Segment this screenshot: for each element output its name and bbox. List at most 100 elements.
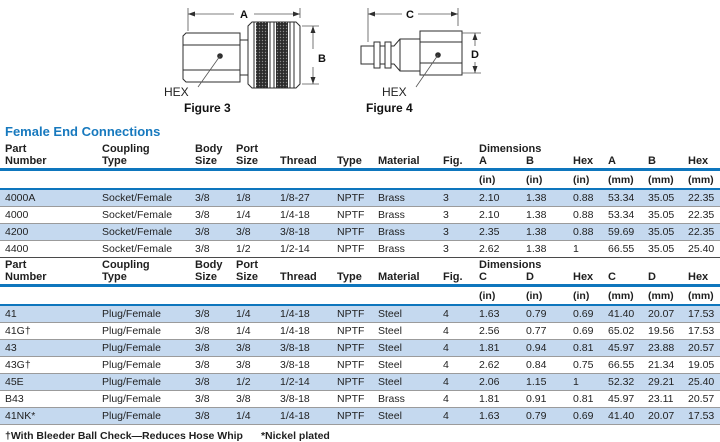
table-cell: 0.88	[568, 223, 603, 241]
table-cell: 20.57	[683, 339, 720, 357]
table-cell: 35.05	[643, 240, 683, 258]
column-header-4: Thread	[275, 271, 332, 287]
table-cell: Brass	[373, 189, 438, 207]
unit-label-5	[332, 285, 373, 306]
table-cell: 1.15	[521, 373, 568, 391]
unit-label-10: (in)	[568, 285, 603, 306]
table-cell: 3/8	[231, 339, 275, 357]
table-cell: 35.05	[643, 206, 683, 224]
table-cell: 1/2-14	[275, 373, 332, 391]
dim-A-label: A	[240, 9, 248, 21]
column-header-7: Fig.	[438, 155, 474, 171]
table-cell: 23.88	[643, 339, 683, 357]
table-cell: 22.35	[683, 206, 720, 224]
unit-label-6	[373, 169, 438, 190]
table-cell: 3	[438, 240, 474, 258]
column-header-8: A	[474, 155, 521, 171]
table-cell: 3/8-18	[275, 390, 332, 408]
column-header-1: Type	[97, 271, 190, 287]
column-header-top-3: Port	[236, 143, 258, 155]
unit-label-0	[0, 285, 97, 306]
table-cell: Socket/Female	[97, 206, 190, 224]
table-cell: 20.07	[643, 407, 683, 425]
table-cell: 4000	[0, 206, 97, 224]
table-cell: 1	[568, 240, 603, 258]
column-header-top-2: Body	[195, 143, 223, 155]
table-cell: 0.81	[568, 339, 603, 357]
unit-label-13: (mm)	[683, 285, 720, 306]
table-cell: Socket/Female	[97, 223, 190, 241]
unit-label-7	[438, 285, 474, 306]
table-cell: 20.07	[643, 305, 683, 323]
unit-label-11: (mm)	[603, 285, 643, 306]
table-cell: 22.35	[683, 189, 720, 207]
table-cell: 0.88	[568, 189, 603, 207]
table-cell: 52.32	[603, 373, 643, 391]
table-cell: 59.69	[603, 223, 643, 241]
table-cell: NPTF	[332, 206, 373, 224]
table-row: 41G† Plug/Female 3/8 1/4 1/4-18 NPTF Steel 4 2.5…	[0, 322, 720, 340]
unit-label-8: (in)	[474, 285, 521, 306]
figure3-socket-diagram: A B HEX Figure 3	[164, 8, 326, 115]
table-cell: 0.77	[521, 322, 568, 340]
table-cell: 43	[0, 339, 97, 357]
table-cell: 29.21	[643, 373, 683, 391]
unit-label-7	[438, 169, 474, 190]
column-header-top-7	[438, 258, 474, 271]
table-cell: Steel	[373, 339, 438, 357]
table-row: B43 Plug/Female 3/8 3/8 3/8-18 NPTF Brass 4 1.81…	[0, 390, 720, 408]
table-cell: 0.91	[521, 390, 568, 408]
table-cell: NPTF	[332, 407, 373, 425]
table-cell: 0.84	[521, 356, 568, 374]
dim-C-label: C	[406, 9, 414, 21]
table-cell: 4	[438, 356, 474, 374]
table-cell: 41.40	[603, 305, 643, 323]
table-cell: 4000A	[0, 189, 97, 207]
table-cell: 41.40	[603, 407, 643, 425]
table-cell: NPTF	[332, 390, 373, 408]
table-cell: 19.05	[683, 356, 720, 374]
table-row: 45E Plug/Female 3/8 1/2 1/2-14 NPTF Steel 4 2.06…	[0, 373, 720, 391]
column-header-1: Type	[97, 155, 190, 171]
unit-label-1	[97, 285, 190, 306]
table-cell: 0.79	[521, 305, 568, 323]
table-cell: 1/2-14	[275, 240, 332, 258]
column-header-top-1: Coupling	[102, 259, 150, 271]
column-header-0: Number	[0, 155, 97, 171]
table-cell: 1/4-18	[275, 322, 332, 340]
table-cell: 3/8	[231, 390, 275, 408]
unit-label-4	[275, 169, 332, 190]
footnote-asterisk: *Nickel plated	[260, 430, 330, 442]
dimensions-group-header: Dimensions	[479, 259, 542, 271]
table-cell: B43	[0, 390, 97, 408]
column-header-2: Size	[190, 271, 231, 287]
table-cell: 43G†	[0, 356, 97, 374]
table-cell: 53.34	[603, 206, 643, 224]
table-cell: 1/4-18	[275, 407, 332, 425]
column-header-9: D	[521, 271, 568, 287]
unit-label-3	[231, 169, 275, 190]
column-header-top-4	[275, 142, 332, 155]
unit-label-13: (mm)	[683, 169, 720, 190]
unit-label-12: (mm)	[643, 285, 683, 306]
table-cell: 3	[438, 206, 474, 224]
table-cell: 0.75	[568, 356, 603, 374]
table-cell: 25.40	[683, 373, 720, 391]
column-header-top-7	[438, 142, 474, 155]
column-header-5: Type	[332, 155, 373, 171]
table-cell: 53.34	[603, 189, 643, 207]
hex-callout-fig3: HEX	[164, 53, 223, 99]
column-header-3: Size	[231, 271, 275, 287]
column-header-3: Size	[231, 155, 275, 171]
hex-callout-fig4: HEX	[382, 52, 441, 99]
column-header-10: Hex	[568, 271, 603, 287]
table-cell: 3	[438, 223, 474, 241]
table-cell: 4	[438, 373, 474, 391]
column-header-top-3: Port	[236, 259, 258, 271]
table-cell: 4400	[0, 240, 97, 258]
table-cell: 2.56	[474, 322, 521, 340]
unit-label-10: (in)	[568, 169, 603, 190]
table-cell: Plug/Female	[97, 356, 190, 374]
unit-label-6	[373, 285, 438, 306]
column-header-top-5	[332, 258, 373, 271]
